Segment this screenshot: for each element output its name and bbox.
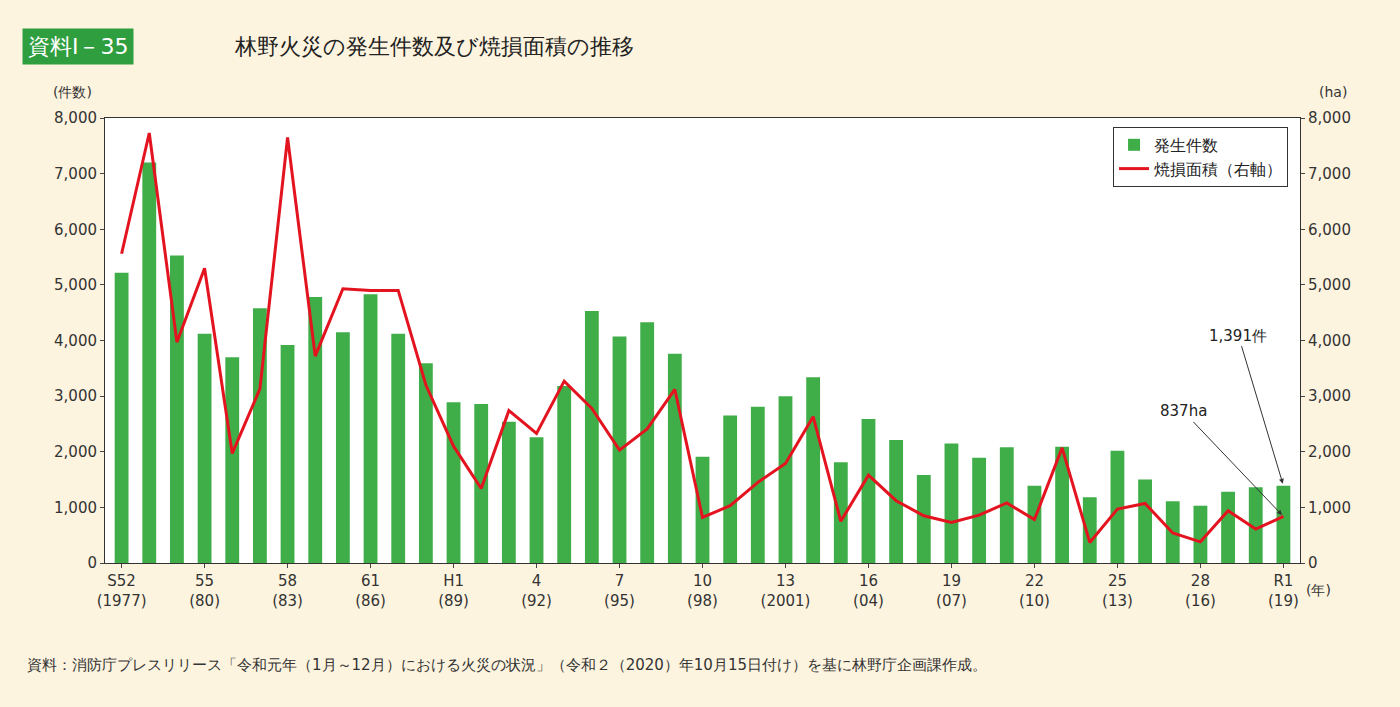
svg-text:61(86): 61(86) <box>355 572 386 610</box>
svg-text:19(07): 19(07) <box>936 572 967 610</box>
svg-text:(件数): (件数) <box>53 84 92 100</box>
svg-text:資料：消防庁プレスリリース「令和元年（1月～12月）における: 資料：消防庁プレスリリース「令和元年（1月～12月）における火災の状況」（令和２… <box>27 656 987 674</box>
svg-text:10(98): 10(98) <box>687 572 718 610</box>
svg-text:5,000: 5,000 <box>54 276 97 294</box>
svg-text:22(10): 22(10) <box>1019 572 1050 610</box>
svg-text:林野火災の発生件数及び焼損面積の推移: 林野火災の発生件数及び焼損面積の推移 <box>234 34 634 59</box>
svg-text:28(16): 28(16) <box>1185 572 1216 610</box>
svg-text:7(95): 7(95) <box>604 572 635 610</box>
svg-text:資料Ⅰ－35: 資料Ⅰ－35 <box>28 34 128 59</box>
svg-text:6,000: 6,000 <box>1308 221 1351 239</box>
svg-text:6,000: 6,000 <box>54 221 97 239</box>
svg-text:0: 0 <box>87 554 97 572</box>
svg-text:1,000: 1,000 <box>54 499 97 517</box>
svg-text:13(2001): 13(2001) <box>761 572 811 610</box>
svg-text:837ha: 837ha <box>1160 402 1207 420</box>
svg-text:4(92): 4(92) <box>521 572 552 610</box>
svg-text:S52(1977): S52(1977) <box>97 572 147 610</box>
svg-text:7,000: 7,000 <box>1308 165 1351 183</box>
svg-text:8,000: 8,000 <box>1308 109 1351 127</box>
svg-text:3,000: 3,000 <box>1308 387 1351 405</box>
svg-text:4,000: 4,000 <box>1308 332 1351 350</box>
svg-text:1,000: 1,000 <box>1308 499 1351 517</box>
svg-text:1,391件: 1,391件 <box>1209 327 1267 345</box>
svg-text:2,000: 2,000 <box>54 443 97 461</box>
svg-text:5,000: 5,000 <box>1308 276 1351 294</box>
svg-text:(年): (年) <box>1306 582 1331 598</box>
svg-text:焼損面積（右軸）: 焼損面積（右軸） <box>1154 160 1282 179</box>
svg-text:25(13): 25(13) <box>1102 572 1133 610</box>
svg-text:58(83): 58(83) <box>272 572 303 610</box>
svg-text:発生件数: 発生件数 <box>1154 136 1218 155</box>
svg-text:7,000: 7,000 <box>54 165 97 183</box>
svg-text:55(80): 55(80) <box>189 572 220 610</box>
svg-text:8,000: 8,000 <box>54 109 97 127</box>
svg-text:16(04): 16(04) <box>853 572 884 610</box>
svg-text:R1(19): R1(19) <box>1268 572 1299 610</box>
svg-text:4,000: 4,000 <box>54 332 97 350</box>
svg-text:0: 0 <box>1308 554 1318 572</box>
svg-text:(ha): (ha) <box>1319 84 1347 100</box>
svg-text:2,000: 2,000 <box>1308 443 1351 461</box>
svg-text:H1(89): H1(89) <box>438 572 469 610</box>
svg-text:3,000: 3,000 <box>54 387 97 405</box>
